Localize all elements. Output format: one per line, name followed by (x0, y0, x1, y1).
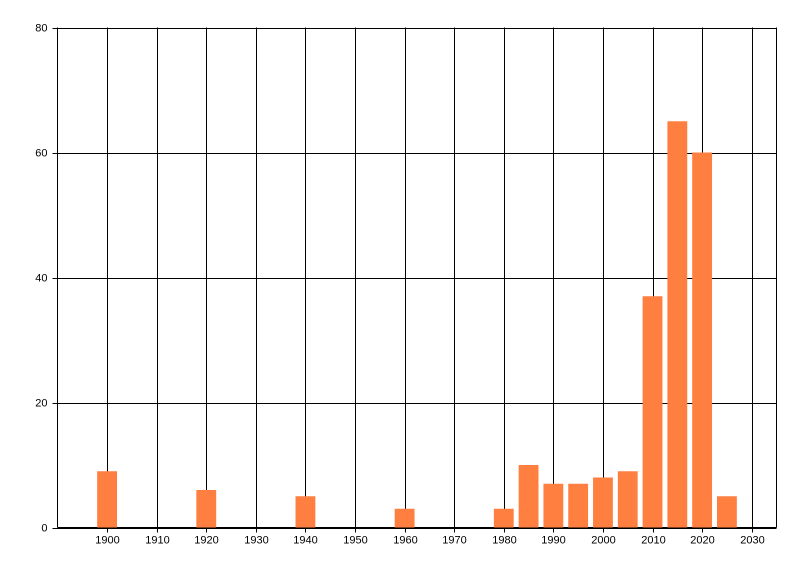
bar (196, 490, 217, 528)
bar (295, 496, 316, 528)
bar (394, 508, 415, 528)
bar (617, 471, 638, 528)
x-tick-label: 1920 (194, 534, 218, 546)
x-tick-label: 1990 (541, 534, 565, 546)
x-tick-label: 2020 (690, 534, 714, 546)
x-tick-label: 2030 (740, 534, 764, 546)
x-tick-label: 1910 (145, 534, 169, 546)
bar (518, 465, 539, 528)
y-tick-label: 60 (35, 147, 47, 159)
x-tick-label: 2000 (591, 534, 615, 546)
bar (593, 477, 613, 528)
x-tick-label: 1940 (293, 534, 317, 546)
x-tick-label: 1900 (95, 534, 119, 546)
bar (568, 483, 589, 528)
y-tick-label: 40 (35, 272, 47, 284)
bar (642, 296, 663, 528)
y-tick-label: 20 (35, 397, 47, 409)
y-tick-label: 0 (41, 522, 47, 534)
x-tick-label: 1950 (343, 534, 367, 546)
x-tick-label: 1930 (244, 534, 268, 546)
x-tick-label: 2010 (641, 534, 665, 546)
y-tick-label: 80 (35, 22, 47, 34)
bar (692, 152, 713, 528)
bar (543, 483, 564, 528)
bar (97, 471, 118, 528)
x-tick-label: 1970 (442, 534, 466, 546)
bar (667, 121, 688, 528)
bar (493, 508, 514, 528)
x-tick-label: 1960 (393, 534, 417, 546)
bar (716, 496, 737, 528)
x-tick-label: 1980 (492, 534, 516, 546)
